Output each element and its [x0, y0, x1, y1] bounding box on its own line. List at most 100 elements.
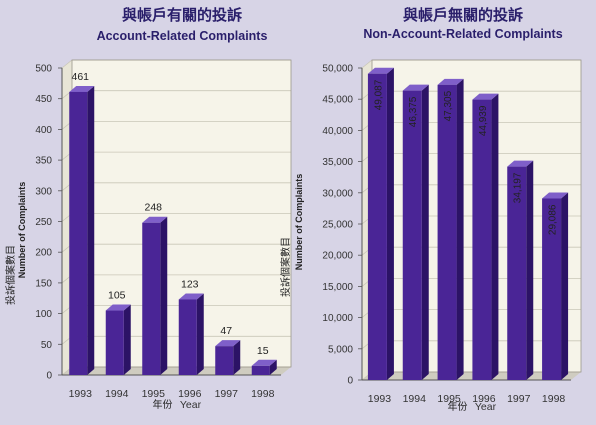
- non-account-related-chart: 與帳戶無關的投訴 Non-Account-Related Complaints 0 5…: [279, 6, 582, 413]
- y-tick-label: 40,000: [322, 126, 353, 137]
- bar-top: [367, 67, 394, 74]
- y-tick-label: 20,000: [322, 251, 353, 262]
- y-tick-label: 350: [35, 156, 52, 167]
- y-tick-label: 25,000: [322, 220, 353, 231]
- x-tick-label: 1993: [69, 388, 93, 400]
- y-tick-label: 0: [347, 376, 353, 387]
- data-label: 105: [108, 290, 126, 302]
- bar-front: [507, 166, 527, 380]
- bar: [69, 85, 95, 376]
- y-tick-label: 0: [46, 371, 52, 382]
- y-axis-title-cn: 投訴個案數目: [279, 237, 292, 297]
- bar-top: [251, 359, 277, 366]
- x-tick-label: 1995: [142, 388, 166, 400]
- bar-side: [87, 85, 95, 376]
- x-axis-title-cn: 年份: [448, 400, 468, 413]
- bar-front: [367, 73, 387, 381]
- data-label: 461: [71, 71, 89, 83]
- bar-top: [472, 93, 499, 100]
- chart-title: Non-Account-Related Complaints: [363, 27, 562, 41]
- x-tick-label: 1998: [251, 388, 275, 400]
- y-tick-label: 45,000: [322, 95, 353, 106]
- x-axis-title-cn: 年份: [153, 398, 173, 411]
- bar: [507, 160, 534, 380]
- bar-side: [526, 160, 534, 380]
- bar-side: [561, 192, 569, 380]
- bar-side: [386, 67, 394, 381]
- bar-front: [215, 346, 234, 375]
- data-label: 123: [181, 278, 199, 290]
- bar: [251, 359, 277, 375]
- bar: [437, 78, 464, 380]
- x-tick-label: 1996: [472, 393, 496, 405]
- bar-top: [507, 160, 534, 167]
- bar-side: [160, 216, 168, 375]
- bar-side: [196, 293, 204, 375]
- bar-front: [437, 84, 457, 380]
- y-tick-label: 15,000: [322, 282, 353, 293]
- x-tick-label: 1994: [403, 393, 427, 405]
- data-label: 46,375: [408, 96, 419, 127]
- data-label: 44,939: [478, 105, 489, 136]
- bar-top: [105, 304, 131, 311]
- bar-top: [215, 340, 241, 347]
- bar: [215, 340, 241, 375]
- y-tick-label: 50: [41, 340, 53, 351]
- data-label: 15: [257, 345, 269, 357]
- x-tick-label: 1994: [105, 388, 129, 400]
- bar: [402, 84, 429, 381]
- x-axis-title: Year: [475, 401, 497, 413]
- x-tick-label: 1993: [368, 393, 392, 405]
- bar: [367, 67, 394, 381]
- bar-side: [491, 93, 499, 381]
- y-axis-title-cn: 投訴個案數目: [4, 245, 17, 305]
- y-tick-label: 150: [35, 278, 52, 289]
- y-tick-label: 35,000: [322, 157, 353, 168]
- x-tick-label: 1995: [437, 393, 461, 405]
- bar-top: [142, 216, 168, 223]
- bar-front: [472, 99, 492, 381]
- bar-front: [402, 90, 422, 381]
- chart-title-cn: 與帳戶有關的投訴: [122, 6, 242, 24]
- y-tick-label: 50,000: [322, 64, 353, 75]
- y-tick-label: 100: [35, 309, 52, 320]
- bar-front: [142, 222, 161, 375]
- y-tick-label: 450: [35, 94, 52, 105]
- y-axis-title: Number of Complaints: [294, 174, 304, 271]
- y-axis-title: Number of Complaints: [17, 182, 27, 279]
- y-tick-label: 500: [35, 64, 52, 75]
- bar: [472, 93, 499, 381]
- x-tick-label: 1996: [178, 388, 202, 400]
- data-label: 248: [144, 202, 162, 214]
- x-axis-title: Year: [180, 399, 202, 411]
- chart-title: Account-Related Complaints: [97, 29, 268, 43]
- y-tick-label: 200: [35, 248, 52, 259]
- data-label: 49,087: [373, 79, 384, 110]
- bar-side: [421, 84, 429, 381]
- bar-top: [69, 85, 95, 92]
- bar-top: [437, 78, 464, 85]
- bar: [178, 293, 204, 375]
- bar: [142, 216, 168, 375]
- y-tick-label: 300: [35, 186, 52, 197]
- bar-top: [542, 192, 569, 199]
- chart-title-cn: 與帳戶無關的投訴: [403, 6, 523, 24]
- bar-side: [233, 340, 241, 375]
- bar-side: [269, 359, 277, 375]
- bar-front: [178, 299, 197, 375]
- bar-side: [456, 78, 464, 380]
- bar-top: [178, 293, 204, 300]
- bar-side: [123, 304, 131, 375]
- y-tick-label: 250: [35, 217, 52, 228]
- bar-front: [69, 91, 88, 376]
- data-label: 47: [220, 325, 232, 337]
- y-tick-label: 400: [35, 125, 52, 136]
- y-tick-label: 30,000: [322, 188, 353, 199]
- y-tick-label: 10,000: [322, 313, 353, 324]
- account-related-chart: 與帳戶有關的投訴 Account-Related Complaints 0 50 100…: [4, 6, 292, 411]
- data-label: 47,305: [443, 90, 454, 121]
- data-label: 29,086: [548, 204, 559, 235]
- bar-top: [402, 84, 429, 91]
- bar: [105, 304, 131, 375]
